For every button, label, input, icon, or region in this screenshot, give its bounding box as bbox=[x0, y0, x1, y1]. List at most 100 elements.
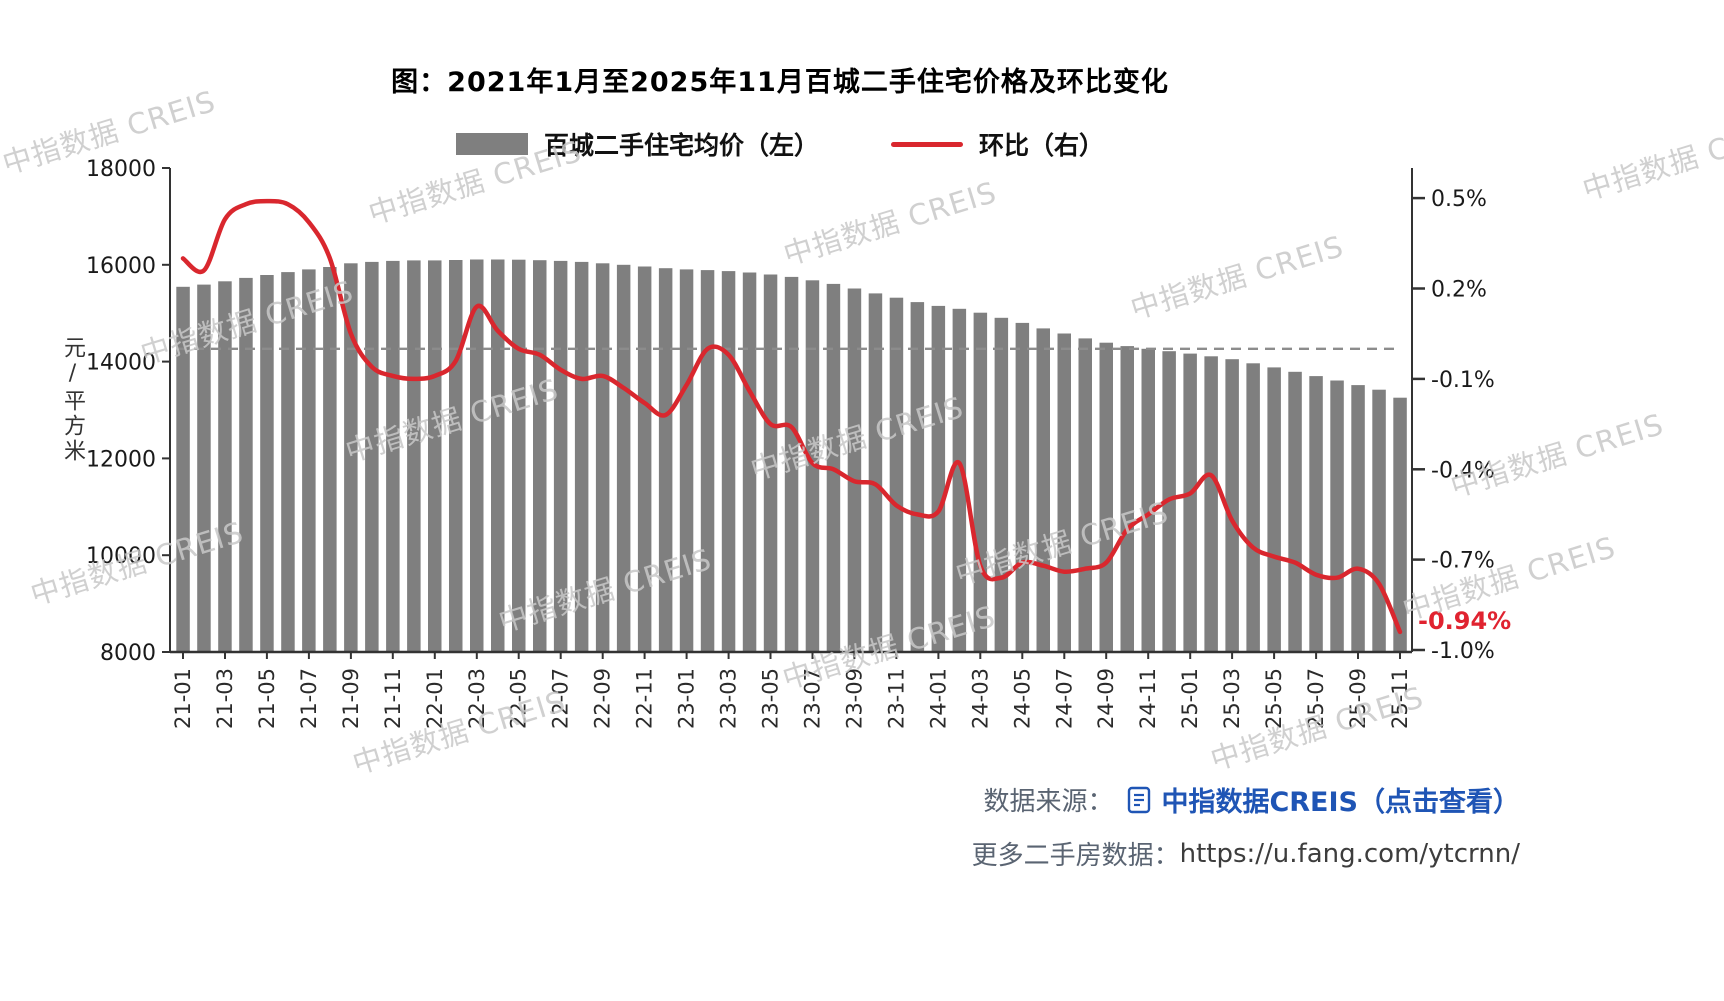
right-axis-tick-label: 0.2% bbox=[1431, 278, 1487, 303]
x-axis-label-25-03: 25-03 bbox=[1220, 668, 1244, 729]
x-axis-label-23-03: 23-03 bbox=[717, 668, 741, 729]
price-bar-22-08 bbox=[574, 261, 589, 652]
creis-report-icon bbox=[1128, 786, 1151, 813]
creis-source-link[interactable]: 中指数据CREIS（点击查看） bbox=[1161, 787, 1520, 818]
x-axis-label-23-01: 23-01 bbox=[675, 668, 699, 729]
x-axis-label-22-03: 22-03 bbox=[465, 668, 489, 729]
x-axis-label-22-05: 22-05 bbox=[507, 668, 531, 729]
price-bar-24-09 bbox=[1099, 342, 1113, 652]
price-bar-21-12 bbox=[407, 260, 421, 652]
price-bar-21-03 bbox=[218, 281, 232, 652]
price-bar-23-03 bbox=[721, 271, 736, 652]
x-axis-label-22-01: 22-01 bbox=[423, 668, 447, 729]
price-bar-23-05 bbox=[763, 274, 778, 652]
price-bar-24-10 bbox=[1120, 346, 1134, 652]
x-axis-label-24-03: 24-03 bbox=[968, 668, 992, 729]
x-axis-label-25-01: 25-01 bbox=[1178, 668, 1202, 729]
price-bar-23-11 bbox=[889, 297, 904, 652]
creis-watermark: 中指数据 CREIS bbox=[26, 515, 247, 612]
x-axis-label-21-03: 21-03 bbox=[213, 668, 237, 729]
x-axis-label-21-01: 21-01 bbox=[171, 668, 195, 729]
price-bar-25-10 bbox=[1372, 389, 1386, 652]
price-bar-24-04 bbox=[994, 317, 1009, 652]
left-axis-tick-label: 18000 bbox=[86, 157, 156, 182]
left-axis-tick-label: 16000 bbox=[86, 254, 156, 279]
right-axis-tick-label: 0.5% bbox=[1431, 187, 1487, 212]
price-bar-23-01 bbox=[679, 269, 694, 652]
price-bar-22-10 bbox=[616, 264, 631, 652]
creis-watermark: 中指数据 CREIS bbox=[1446, 407, 1667, 504]
data-source-row: 数据来源： 中指数据CREIS（点击查看） bbox=[972, 780, 1520, 819]
more-data-row: 更多二手房数据： https://u.fang.com/ytcrnn/ bbox=[972, 835, 1520, 872]
price-bar-25-08 bbox=[1330, 380, 1344, 652]
left-axis-tick-label: 10000 bbox=[86, 544, 156, 569]
price-bar-25-02 bbox=[1204, 356, 1218, 652]
price-bar-23-10 bbox=[868, 293, 883, 652]
price-bar-21-09 bbox=[344, 263, 358, 652]
price-bar-22-04 bbox=[491, 259, 505, 652]
price-bar-23-02 bbox=[700, 270, 715, 652]
x-axis-label-24-01: 24-01 bbox=[926, 668, 950, 729]
price-bar-24-01 bbox=[931, 305, 946, 652]
price-bar-25-05 bbox=[1267, 367, 1281, 652]
price-bar-24-06 bbox=[1036, 328, 1050, 652]
price-bar-22-05 bbox=[512, 259, 526, 652]
more-data-label: 更多二手房数据： bbox=[971, 841, 1180, 871]
mom-change-line bbox=[180, 198, 1403, 635]
x-axis-label-22-09: 22-09 bbox=[591, 668, 615, 729]
price-bar-24-02 bbox=[952, 308, 967, 652]
price-bar-21-07 bbox=[302, 269, 316, 652]
price-bar-23-12 bbox=[910, 302, 925, 652]
right-axis-tick-label: -1.0% bbox=[1431, 639, 1495, 664]
line-series-swatch bbox=[891, 141, 963, 147]
price-bar-22-12 bbox=[658, 268, 673, 652]
price-bar-23-07 bbox=[805, 280, 820, 652]
price-bar-21-11 bbox=[386, 260, 400, 652]
footer: 数据来源： 中指数据CREIS（点击查看） 更多二手房数据： https://u… bbox=[972, 780, 1520, 872]
left-axis-title: 元/平方米 bbox=[60, 336, 85, 464]
price-bar-21-04 bbox=[239, 277, 253, 652]
price-bar-24-03 bbox=[973, 312, 988, 652]
right-axis-tick-label: -0.1% bbox=[1431, 368, 1495, 393]
price-bar-25-06 bbox=[1288, 371, 1302, 652]
x-axis-label-25-09: 25-09 bbox=[1346, 668, 1370, 729]
creis-watermark: 中指数据 CREIS bbox=[1578, 110, 1724, 207]
right-axis-tick-label: -0.7% bbox=[1431, 549, 1495, 574]
x-axis-label-23-05: 23-05 bbox=[759, 668, 783, 729]
bar-series-swatch bbox=[455, 133, 528, 155]
price-bar-21-08 bbox=[323, 267, 337, 652]
x-axis-label-25-05: 25-05 bbox=[1262, 668, 1286, 729]
x-axis-label-24-05: 24-05 bbox=[1010, 668, 1034, 729]
price-bar-24-11 bbox=[1141, 348, 1155, 652]
price-bar-23-09 bbox=[847, 288, 862, 652]
x-axis-label-22-07: 22-07 bbox=[549, 668, 573, 729]
line-series-label: 环比（右） bbox=[979, 131, 1105, 160]
price-bar-25-04 bbox=[1246, 363, 1260, 652]
last-value-annotation: -0.94% bbox=[1418, 607, 1511, 635]
legend: 百城二手住宅均价（左） 环比（右） bbox=[0, 126, 1560, 162]
x-axis-label-23-07: 23-07 bbox=[801, 668, 825, 729]
price-bar-22-01 bbox=[428, 260, 442, 652]
x-axis-label-25-07: 25-07 bbox=[1304, 668, 1328, 729]
x-axis-label-24-11: 24-11 bbox=[1136, 668, 1160, 729]
more-data-url[interactable]: https://u.fang.com/ytcrnn/ bbox=[1179, 838, 1520, 869]
price-bar-21-01 bbox=[176, 286, 190, 652]
x-axis-label-22-11: 22-11 bbox=[633, 668, 657, 729]
price-bar-23-04 bbox=[742, 272, 757, 652]
x-axis-label-23-09: 23-09 bbox=[842, 668, 866, 729]
creis-watermark: 中指数据 CREIS bbox=[1126, 229, 1347, 326]
price-bar-24-08 bbox=[1078, 338, 1092, 652]
x-axis-label-21-09: 21-09 bbox=[339, 668, 363, 729]
x-axis-label-21-05: 21-05 bbox=[255, 668, 279, 729]
chart-title: 图：2021年1月至2025年11月百城二手住宅价格及环比变化 bbox=[391, 67, 1169, 98]
price-bar-21-05 bbox=[260, 275, 274, 652]
price-bar-25-01 bbox=[1183, 353, 1197, 652]
price-bar-25-11 bbox=[1393, 397, 1407, 652]
price-bar-25-07 bbox=[1309, 376, 1323, 652]
x-axis-label-24-09: 24-09 bbox=[1094, 668, 1118, 729]
x-axis-label-21-07: 21-07 bbox=[297, 668, 321, 729]
left-axis-tick-label: 14000 bbox=[86, 351, 156, 376]
price-bar-23-06 bbox=[784, 276, 799, 652]
x-axis-label-23-11: 23-11 bbox=[884, 668, 908, 729]
creis-watermark: 中指数据 CREIS bbox=[779, 175, 1000, 272]
